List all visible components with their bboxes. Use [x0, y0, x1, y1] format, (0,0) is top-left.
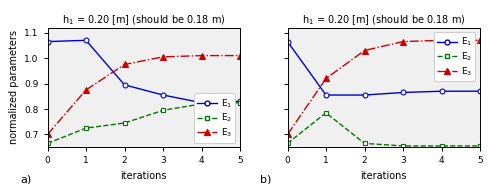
Legend: E$_1$, E$_2$, E$_3$: E$_1$, E$_2$, E$_3$ [434, 32, 476, 81]
Text: b): b) [260, 174, 272, 184]
X-axis label: iterations: iterations [120, 171, 167, 181]
Title: h$_1$ = 0.20 [m] (should be 0.18 m): h$_1$ = 0.20 [m] (should be 0.18 m) [302, 14, 466, 27]
Legend: E$_1$, E$_2$, E$_3$: E$_1$, E$_2$, E$_3$ [194, 93, 235, 143]
Title: h$_1$ = 0.20 [m] (should be 0.18 m): h$_1$ = 0.20 [m] (should be 0.18 m) [62, 14, 226, 27]
Text: a): a) [20, 174, 31, 184]
Y-axis label: normalized parameters: normalized parameters [8, 30, 18, 144]
X-axis label: iterations: iterations [360, 171, 407, 181]
